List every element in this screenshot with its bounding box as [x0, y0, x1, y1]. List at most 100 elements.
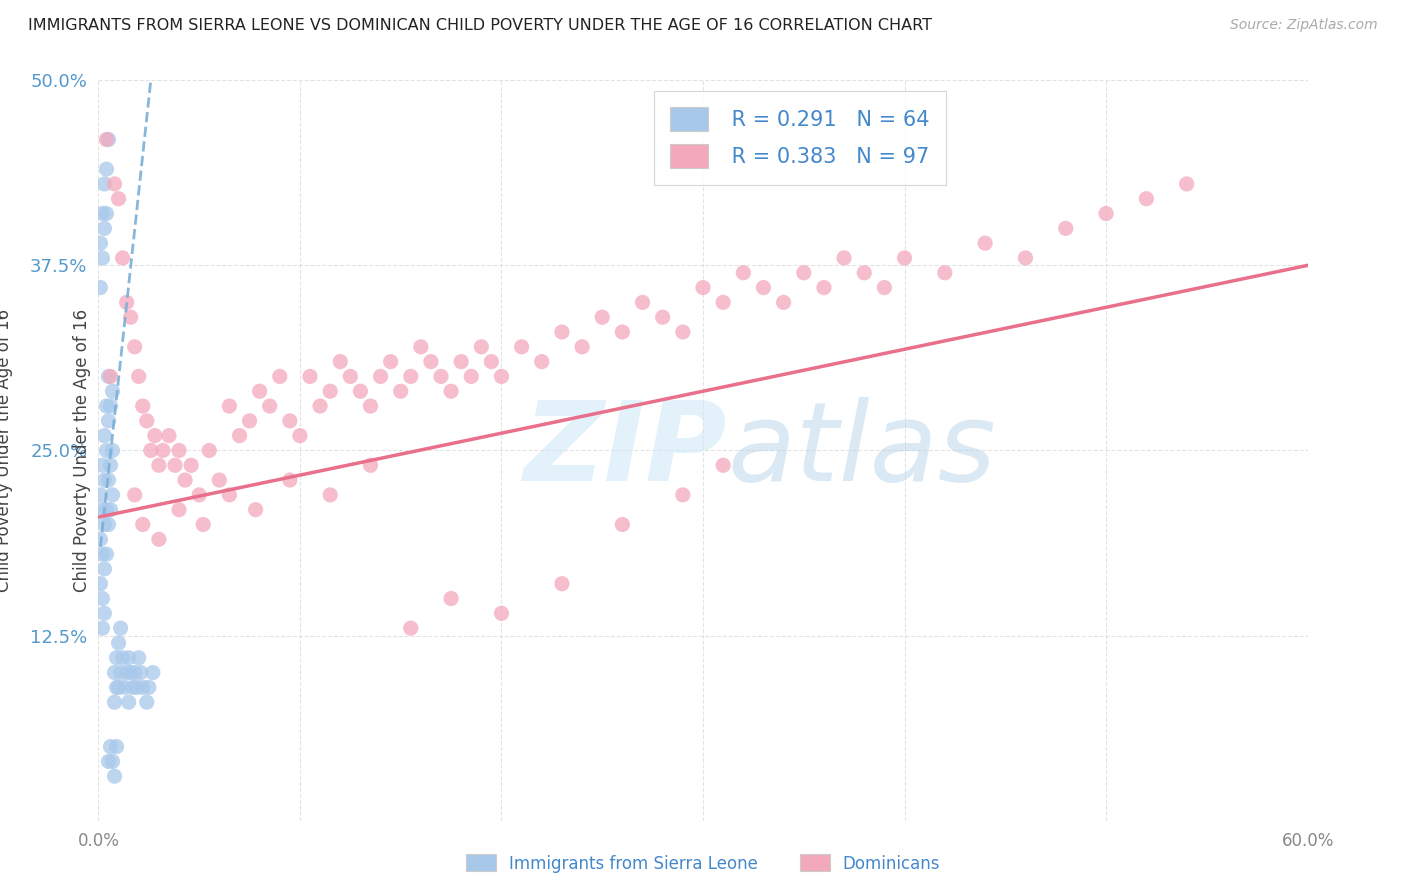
Point [319, 488, 342, 502]
Point [853, 266, 876, 280]
Point [100, 739, 122, 754]
Point [309, 399, 332, 413]
Point [420, 354, 443, 368]
Point [148, 458, 170, 473]
Point [91, 206, 114, 220]
Point [752, 280, 775, 294]
Point [329, 354, 352, 368]
Point [138, 681, 160, 695]
Point [772, 295, 794, 310]
Point [319, 384, 342, 399]
Point [110, 665, 132, 680]
Point [97, 755, 120, 769]
Point [124, 340, 146, 354]
Point [96, 443, 118, 458]
Point [97, 414, 120, 428]
Point [142, 665, 165, 680]
Point [103, 665, 125, 680]
Point [239, 414, 262, 428]
Point [430, 369, 453, 384]
Point [551, 576, 574, 591]
Text: IMMIGRANTS FROM SIERRA LEONE VS DOMINICAN CHILD POVERTY UNDER THE AGE OF 16 CORR: IMMIGRANTS FROM SIERRA LEONE VS DOMINICA… [28, 18, 932, 33]
Point [89, 576, 111, 591]
Point [370, 369, 392, 384]
Y-axis label: Child Poverty Under the Age of 16: Child Poverty Under the Age of 16 [0, 309, 13, 592]
Point [278, 414, 301, 428]
Point [114, 681, 136, 695]
Point [89, 280, 111, 294]
Point [245, 502, 267, 516]
Point [124, 488, 146, 502]
Point [101, 755, 124, 769]
Point [135, 695, 157, 709]
Point [440, 591, 463, 606]
Point [360, 458, 382, 473]
Point [115, 665, 138, 680]
Point [651, 310, 673, 325]
Point [115, 295, 138, 310]
Point [93, 177, 115, 191]
Point [380, 354, 402, 368]
Point [692, 280, 714, 294]
Text: atlas: atlas [727, 397, 995, 504]
Point [89, 533, 111, 547]
Point [143, 428, 166, 442]
Point [591, 310, 613, 325]
Point [97, 369, 120, 384]
Point [470, 340, 492, 354]
Point [934, 266, 956, 280]
Point [218, 399, 240, 413]
Point [163, 458, 186, 473]
Point [96, 399, 118, 413]
Point [711, 458, 734, 473]
Point [228, 428, 250, 442]
Point [128, 369, 150, 384]
Point [91, 251, 114, 265]
Point [100, 502, 122, 516]
Point [91, 621, 114, 635]
Point [107, 192, 129, 206]
Point [93, 607, 115, 621]
Point [111, 650, 134, 665]
Point [101, 488, 124, 502]
Point [97, 132, 120, 146]
Point [460, 369, 482, 384]
Point [103, 695, 125, 709]
Point [97, 473, 120, 487]
Point [1014, 251, 1036, 265]
Point [167, 502, 190, 516]
Point [813, 280, 835, 294]
Point [193, 517, 215, 532]
Point [1135, 192, 1157, 206]
Point [105, 681, 128, 695]
Point [259, 399, 281, 413]
Point [1054, 221, 1077, 235]
Point [180, 458, 202, 473]
Point [188, 488, 211, 502]
Point [249, 384, 271, 399]
Point [148, 533, 170, 547]
Point [612, 517, 634, 532]
Point [491, 607, 513, 621]
Point [96, 132, 118, 146]
Point [93, 562, 115, 576]
Point [299, 369, 322, 384]
Point [135, 414, 157, 428]
Point [1095, 206, 1118, 220]
Point [198, 443, 221, 458]
Point [132, 517, 155, 532]
Point [118, 695, 141, 709]
Point [491, 369, 513, 384]
Point [440, 384, 463, 399]
Point [389, 384, 412, 399]
Point [711, 295, 734, 310]
Point [631, 295, 654, 310]
Point [93, 428, 115, 442]
Point [360, 399, 382, 413]
Point [571, 340, 593, 354]
Point [111, 251, 134, 265]
Point [167, 443, 190, 458]
Point [89, 236, 111, 251]
Point [672, 488, 695, 502]
Point [91, 458, 114, 473]
